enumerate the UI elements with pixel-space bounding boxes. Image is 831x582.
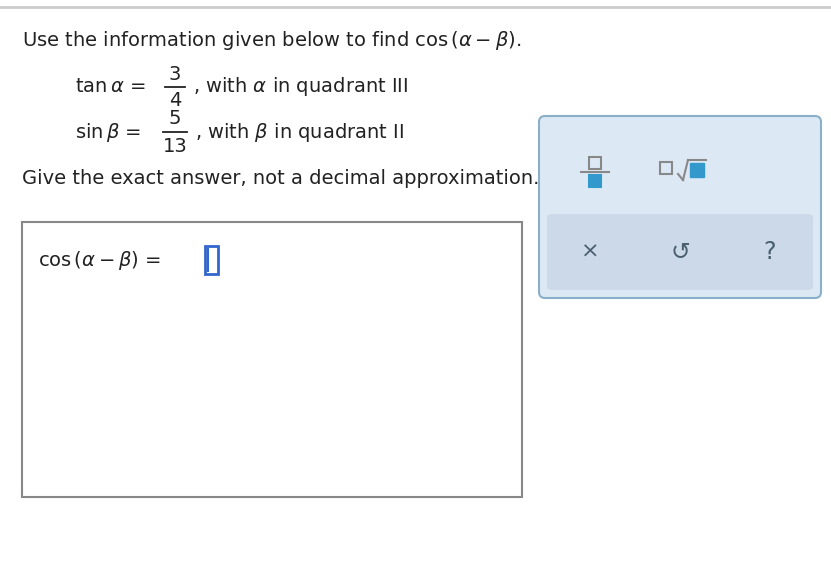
FancyBboxPatch shape [589,175,601,187]
FancyBboxPatch shape [205,246,218,274]
Text: $\sin\beta$ =: $\sin\beta$ = [75,120,141,144]
FancyBboxPatch shape [547,214,813,290]
FancyBboxPatch shape [539,116,821,298]
Text: Give the exact answer, not a decimal approximation.: Give the exact answer, not a decimal app… [22,169,539,189]
Text: ↺: ↺ [670,240,690,264]
Text: , with $\alpha$ in quadrant III: , with $\alpha$ in quadrant III [193,76,409,98]
Text: $\cos\left(\alpha-\beta\right)$ =: $\cos\left(\alpha-\beta\right)$ = [38,249,161,271]
FancyBboxPatch shape [690,163,704,177]
Text: 3: 3 [169,65,181,83]
Text: 4: 4 [169,91,181,111]
Text: , with $\beta$ in quadrant II: , with $\beta$ in quadrant II [195,120,405,144]
FancyBboxPatch shape [22,222,522,497]
Text: 5: 5 [169,109,181,129]
Text: $\tan\alpha$ =: $\tan\alpha$ = [75,77,145,97]
Text: ?: ? [764,240,776,264]
Text: ×: × [581,242,599,262]
Text: Use the information given below to find $\cos\left(\alpha-\beta\right).$: Use the information given below to find … [22,29,521,51]
Text: 13: 13 [163,137,187,155]
